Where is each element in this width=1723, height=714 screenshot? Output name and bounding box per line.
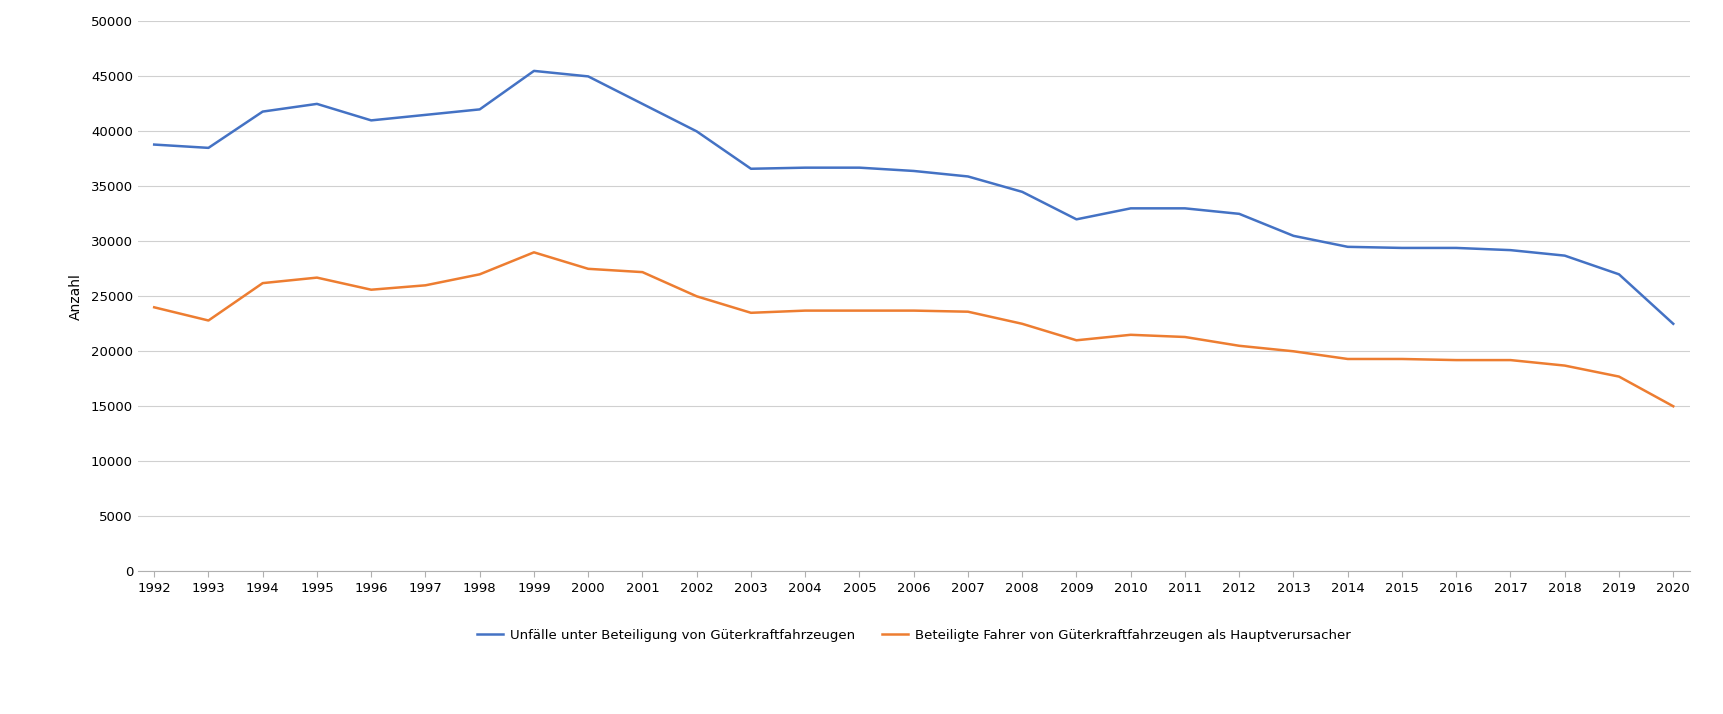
Unfälle unter Beteiligung von Güterkraftfahrzeugen <box>794 164 815 172</box>
Beteiligte Fahrer von Güterkraftfahrzeugen als Hauptverursacher <box>794 306 815 315</box>
Unfälle unter Beteiligung von Güterkraftfahrzeugen <box>1337 243 1358 251</box>
Unfälle unter Beteiligung von Güterkraftfahrzeugen <box>143 140 164 149</box>
Unfälle unter Beteiligung von Güterkraftfahrzeugen <box>1282 231 1303 240</box>
Unfälle unter Beteiligung von Güterkraftfahrzeugen <box>1554 251 1575 260</box>
Unfälle unter Beteiligung von Güterkraftfahrzeugen <box>1173 204 1194 213</box>
Unfälle unter Beteiligung von Güterkraftfahrzeugen <box>307 99 327 108</box>
Unfälle unter Beteiligung von Güterkraftfahrzeugen <box>1120 204 1141 213</box>
Line: Beteiligte Fahrer von Güterkraftfahrzeugen als Hauptverursacher: Beteiligte Fahrer von Güterkraftfahrzeug… <box>153 252 1673 406</box>
Line: Unfälle unter Beteiligung von Güterkraftfahrzeugen: Unfälle unter Beteiligung von Güterkraft… <box>153 71 1673 324</box>
Beteiligte Fahrer von Güterkraftfahrzeugen als Hauptverursacher <box>1663 402 1683 411</box>
Beteiligte Fahrer von Güterkraftfahrzeugen als Hauptverursacher <box>1228 341 1249 350</box>
Unfälle unter Beteiligung von Güterkraftfahrzeugen <box>198 144 219 152</box>
Unfälle unter Beteiligung von Güterkraftfahrzeugen <box>1228 210 1249 218</box>
Beteiligte Fahrer von Güterkraftfahrzeugen als Hauptverursacher <box>1065 336 1085 345</box>
Beteiligte Fahrer von Güterkraftfahrzeugen als Hauptverursacher <box>686 292 706 301</box>
Beteiligte Fahrer von Güterkraftfahrzeugen als Hauptverursacher <box>849 306 870 315</box>
Unfälle unter Beteiligung von Güterkraftfahrzeugen <box>1390 243 1411 252</box>
Beteiligte Fahrer von Güterkraftfahrzeugen als Hauptverursacher <box>1337 355 1358 363</box>
Beteiligte Fahrer von Güterkraftfahrzeugen als Hauptverursacher <box>741 308 762 317</box>
Unfälle unter Beteiligung von Güterkraftfahrzeugen <box>632 99 653 108</box>
Unfälle unter Beteiligung von Güterkraftfahrzeugen <box>252 107 272 116</box>
Beteiligte Fahrer von Güterkraftfahrzeugen als Hauptverursacher <box>1011 320 1032 328</box>
Unfälle unter Beteiligung von Güterkraftfahrzeugen <box>1608 270 1628 278</box>
Unfälle unter Beteiligung von Güterkraftfahrzeugen <box>903 166 924 175</box>
Unfälle unter Beteiligung von Güterkraftfahrzeugen <box>1011 188 1032 196</box>
Beteiligte Fahrer von Güterkraftfahrzeugen als Hauptverursacher <box>143 303 164 311</box>
Unfälle unter Beteiligung von Güterkraftfahrzeugen <box>1663 320 1683 328</box>
Beteiligte Fahrer von Güterkraftfahrzeugen als Hauptverursacher <box>198 316 219 325</box>
Beteiligte Fahrer von Güterkraftfahrzeugen als Hauptverursacher <box>1173 333 1194 341</box>
Beteiligte Fahrer von Güterkraftfahrzeugen als Hauptverursacher <box>360 286 381 294</box>
Unfälle unter Beteiligung von Güterkraftfahrzeugen <box>360 116 381 125</box>
Unfälle unter Beteiligung von Güterkraftfahrzeugen <box>415 111 436 119</box>
Beteiligte Fahrer von Güterkraftfahrzeugen als Hauptverursacher <box>1446 356 1466 364</box>
Beteiligte Fahrer von Güterkraftfahrzeugen als Hauptverursacher <box>1282 347 1303 356</box>
Beteiligte Fahrer von Güterkraftfahrzeugen als Hauptverursacher <box>415 281 436 290</box>
Beteiligte Fahrer von Güterkraftfahrzeugen als Hauptverursacher <box>1554 361 1575 370</box>
Legend: Unfälle unter Beteiligung von Güterkraftfahrzeugen, Beteiligte Fahrer von Güterk: Unfälle unter Beteiligung von Güterkraft… <box>472 623 1354 647</box>
Beteiligte Fahrer von Güterkraftfahrzeugen als Hauptverursacher <box>252 279 272 288</box>
Beteiligte Fahrer von Güterkraftfahrzeugen als Hauptverursacher <box>1608 372 1628 381</box>
Unfälle unter Beteiligung von Güterkraftfahrzeugen <box>1446 243 1466 252</box>
Unfälle unter Beteiligung von Güterkraftfahrzeugen <box>741 164 762 173</box>
Beteiligte Fahrer von Güterkraftfahrzeugen als Hauptverursacher <box>1499 356 1520 364</box>
Beteiligte Fahrer von Güterkraftfahrzeugen als Hauptverursacher <box>903 306 924 315</box>
Unfälle unter Beteiligung von Güterkraftfahrzeugen <box>1065 215 1085 223</box>
Y-axis label: Anzahl: Anzahl <box>69 273 83 320</box>
Beteiligte Fahrer von Güterkraftfahrzeugen als Hauptverursacher <box>956 308 977 316</box>
Unfälle unter Beteiligung von Güterkraftfahrzeugen <box>849 164 870 172</box>
Beteiligte Fahrer von Güterkraftfahrzeugen als Hauptverursacher <box>307 273 327 282</box>
Unfälle unter Beteiligung von Güterkraftfahrzeugen <box>577 72 598 81</box>
Beteiligte Fahrer von Güterkraftfahrzeugen als Hauptverursacher <box>577 265 598 273</box>
Unfälle unter Beteiligung von Güterkraftfahrzeugen <box>956 172 977 181</box>
Beteiligte Fahrer von Güterkraftfahrzeugen als Hauptverursacher <box>1120 331 1141 339</box>
Beteiligte Fahrer von Güterkraftfahrzeugen als Hauptverursacher <box>469 270 489 278</box>
Unfälle unter Beteiligung von Güterkraftfahrzeugen <box>1499 246 1520 254</box>
Beteiligte Fahrer von Güterkraftfahrzeugen als Hauptverursacher <box>632 268 653 276</box>
Unfälle unter Beteiligung von Güterkraftfahrzeugen <box>524 66 544 75</box>
Unfälle unter Beteiligung von Güterkraftfahrzeugen <box>469 105 489 114</box>
Beteiligte Fahrer von Güterkraftfahrzeugen als Hauptverursacher <box>1390 355 1411 363</box>
Beteiligte Fahrer von Güterkraftfahrzeugen als Hauptverursacher <box>524 248 544 256</box>
Unfälle unter Beteiligung von Güterkraftfahrzeugen <box>686 127 706 136</box>
